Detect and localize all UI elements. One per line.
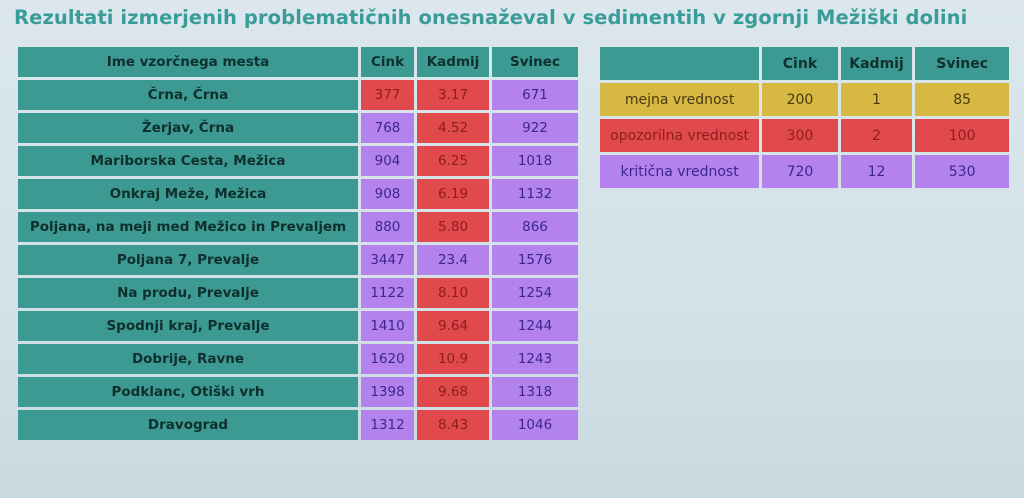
site-name-cell: Podklanc, Otiški vrh [18,377,358,407]
value-cell: 1254 [492,278,578,308]
limit-row: kritična vrednost 720 12 530 [600,155,1009,188]
table-row: Onkraj Meže, Mežica 908 6.19 1132 [18,179,578,209]
column-header: Cink [762,47,838,80]
value-cell: 23.4 [417,245,489,275]
table-row: Dobrije, Ravne 1620 10.9 1243 [18,344,578,374]
limit-value-cell: 300 [762,119,838,152]
value-cell: 1132 [492,179,578,209]
limit-row: opozorilna vrednost 300 2 100 [600,119,1009,152]
site-name-cell: Mariborska Cesta, Mežica [18,146,358,176]
site-name-cell: Žerjav, Črna [18,113,358,143]
value-cell: 8.43 [417,410,489,440]
column-header [600,47,760,80]
table-row: Poljana 7, Prevalje 3447 23.4 1576 [18,245,578,275]
header-row: Cink Kadmij Svinec [600,47,1009,80]
table-row: Spodnji kraj, Prevalje 1410 9.64 1244 [18,311,578,341]
table-row: Na produ, Prevalje 1122 8.10 1254 [18,278,578,308]
value-cell: 922 [492,113,578,143]
site-name-cell: Dravograd [18,410,358,440]
column-header: Ime vzorčnega mesta [18,47,358,77]
site-name-cell: Poljana, na meji med Mežico in Prevaljem [18,212,358,242]
limit-value-cell: 530 [915,155,1009,188]
column-header: Kadmij [417,47,489,77]
limit-name-cell: kritična vrednost [600,155,760,188]
table-row: Žerjav, Črna 768 4.52 922 [18,113,578,143]
limit-value-cell: 100 [915,119,1009,152]
table-row: Črna, Črna 377 3.17 671 [18,80,578,110]
slide-title: Rezultati izmerjenih problematičnih ones… [14,6,968,29]
value-cell: 1318 [492,377,578,407]
limit-value-cell: 200 [762,83,838,116]
header-row: Ime vzorčnega mesta Cink Kadmij Svinec [18,47,578,77]
limit-value-cell: 720 [762,155,838,188]
limit-name-cell: mejna vrednost [600,83,760,116]
value-cell: 904 [361,146,414,176]
table-row: Podklanc, Otiški vrh 1398 9.68 1318 [18,377,578,407]
limit-value-cell: 12 [840,155,913,188]
value-cell: 671 [492,80,578,110]
table-row: Poljana, na meji med Mežico in Prevaljem… [18,212,578,242]
value-cell: 1243 [492,344,578,374]
column-header: Svinec [915,47,1009,80]
value-cell: 4.52 [417,113,489,143]
column-header: Kadmij [840,47,913,80]
value-cell: 1122 [361,278,414,308]
limit-value-cell: 2 [840,119,913,152]
value-cell: 6.25 [417,146,489,176]
value-cell: 1410 [361,311,414,341]
site-name-cell: Dobrije, Ravne [18,344,358,374]
site-name-cell: Spodnji kraj, Prevalje [18,311,358,341]
value-cell: 1312 [361,410,414,440]
limit-row: mejna vrednost 200 1 85 [600,83,1009,116]
value-cell: 1018 [492,146,578,176]
site-name-cell: Črna, Črna [18,80,358,110]
value-cell: 3.17 [417,80,489,110]
value-cell: 1576 [492,245,578,275]
limit-name-cell: opozorilna vrednost [600,119,760,152]
value-cell: 1046 [492,410,578,440]
value-cell: 1398 [361,377,414,407]
value-cell: 866 [492,212,578,242]
value-cell: 6.19 [417,179,489,209]
value-cell: 8.10 [417,278,489,308]
value-cell: 10.9 [417,344,489,374]
value-cell: 908 [361,179,414,209]
results-table: Ime vzorčnega mesta Cink Kadmij Svinec Črna,… [15,44,581,443]
column-header: Svinec [492,47,578,77]
value-cell: 1244 [492,311,578,341]
site-name-cell: Na produ, Prevalje [18,278,358,308]
column-header: Cink [361,47,414,77]
value-cell: 5.80 [417,212,489,242]
limit-value-cell: 85 [915,83,1009,116]
value-cell: 768 [361,113,414,143]
limit-value-cell: 1 [840,83,913,116]
value-cell: 377 [361,80,414,110]
site-name-cell: Poljana 7, Prevalje [18,245,358,275]
value-cell: 3447 [361,245,414,275]
table-row: Mariborska Cesta, Mežica 904 6.25 1018 [18,146,578,176]
value-cell: 9.68 [417,377,489,407]
value-cell: 880 [361,212,414,242]
site-name-cell: Onkraj Meže, Mežica [18,179,358,209]
value-cell: 1620 [361,344,414,374]
table-row: Dravograd 1312 8.43 1046 [18,410,578,440]
value-cell: 9.64 [417,311,489,341]
limits-table: Cink Kadmij Svinec mejna vrednost 200 1 85 opoz… [597,44,1012,191]
